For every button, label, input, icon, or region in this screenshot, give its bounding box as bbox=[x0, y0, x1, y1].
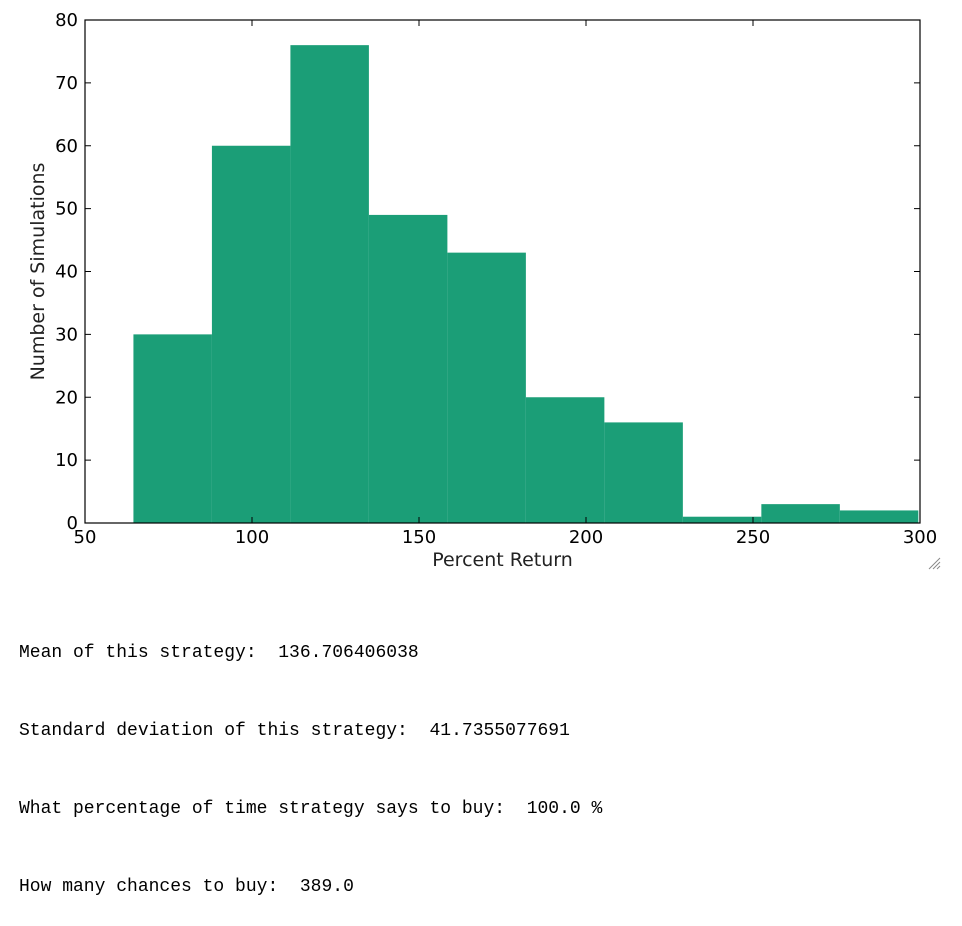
histogram-bar bbox=[839, 510, 919, 523]
y-tick-label: 80 bbox=[55, 10, 78, 31]
x-tick-label: 150 bbox=[402, 527, 436, 548]
histogram-bar bbox=[368, 214, 448, 523]
y-tick-label: 20 bbox=[55, 387, 78, 408]
y-tick-label: 10 bbox=[55, 450, 78, 471]
histogram-bar bbox=[604, 422, 683, 523]
output-line-chances: How many chances to buy: 389.0 bbox=[19, 874, 602, 900]
histogram-bar bbox=[525, 397, 605, 523]
x-axis-label: Percent Return bbox=[432, 549, 573, 571]
cell-output: Mean of this strategy: 136.706406038 Sta… bbox=[19, 588, 602, 926]
output-value: 389.0 bbox=[299, 877, 354, 897]
histogram-bar bbox=[761, 504, 840, 523]
output-label: How many chances to buy: bbox=[19, 877, 279, 897]
x-tick-label: 300 bbox=[903, 527, 937, 548]
x-tick-label: 50 bbox=[74, 527, 97, 548]
y-tick-label: 40 bbox=[55, 262, 78, 283]
output-line-std: Standard deviation of this strategy: 41.… bbox=[19, 718, 602, 744]
y-tick-label: 30 bbox=[55, 324, 78, 345]
output-value: 100.0 bbox=[526, 799, 581, 819]
output-value: 41.7355077691 bbox=[429, 721, 570, 741]
x-tick-label: 200 bbox=[569, 527, 603, 548]
output-line-buy-percent: What percentage of time strategy says to… bbox=[19, 799, 603, 819]
histogram-bar bbox=[133, 334, 212, 523]
output-label: What percentage of time strategy says to… bbox=[19, 799, 506, 819]
y-tick-label: 70 bbox=[55, 73, 78, 94]
x-tick-label: 100 bbox=[235, 527, 269, 548]
histogram-bar bbox=[682, 516, 762, 523]
y-tick-label: 0 bbox=[67, 513, 78, 534]
resize-grip-icon[interactable] bbox=[927, 556, 941, 570]
y-axis-label: Number of Simulations bbox=[27, 163, 49, 381]
histogram-bar bbox=[290, 45, 369, 524]
y-tick-label: 50 bbox=[55, 199, 78, 220]
output-value: 136.706406038 bbox=[278, 643, 419, 663]
histogram-chart: 50 100 150 200 250 300 0 10 20 30 40 50 60 70 80 Perce… bbox=[27, 10, 937, 571]
histogram-bar bbox=[211, 145, 291, 523]
histogram-bar bbox=[447, 252, 526, 523]
output-line-mean: Mean of this strategy: 136.706406038 bbox=[19, 640, 602, 666]
bars-group bbox=[133, 45, 919, 524]
x-tick-label: 250 bbox=[736, 527, 770, 548]
ticks-group: 50 100 150 200 250 300 0 10 20 30 40 50 60 70 80 bbox=[55, 10, 937, 548]
y-tick-label: 60 bbox=[55, 136, 78, 157]
output-label: Mean of this strategy: bbox=[19, 643, 257, 663]
output-label: Standard deviation of this strategy: bbox=[19, 721, 408, 741]
